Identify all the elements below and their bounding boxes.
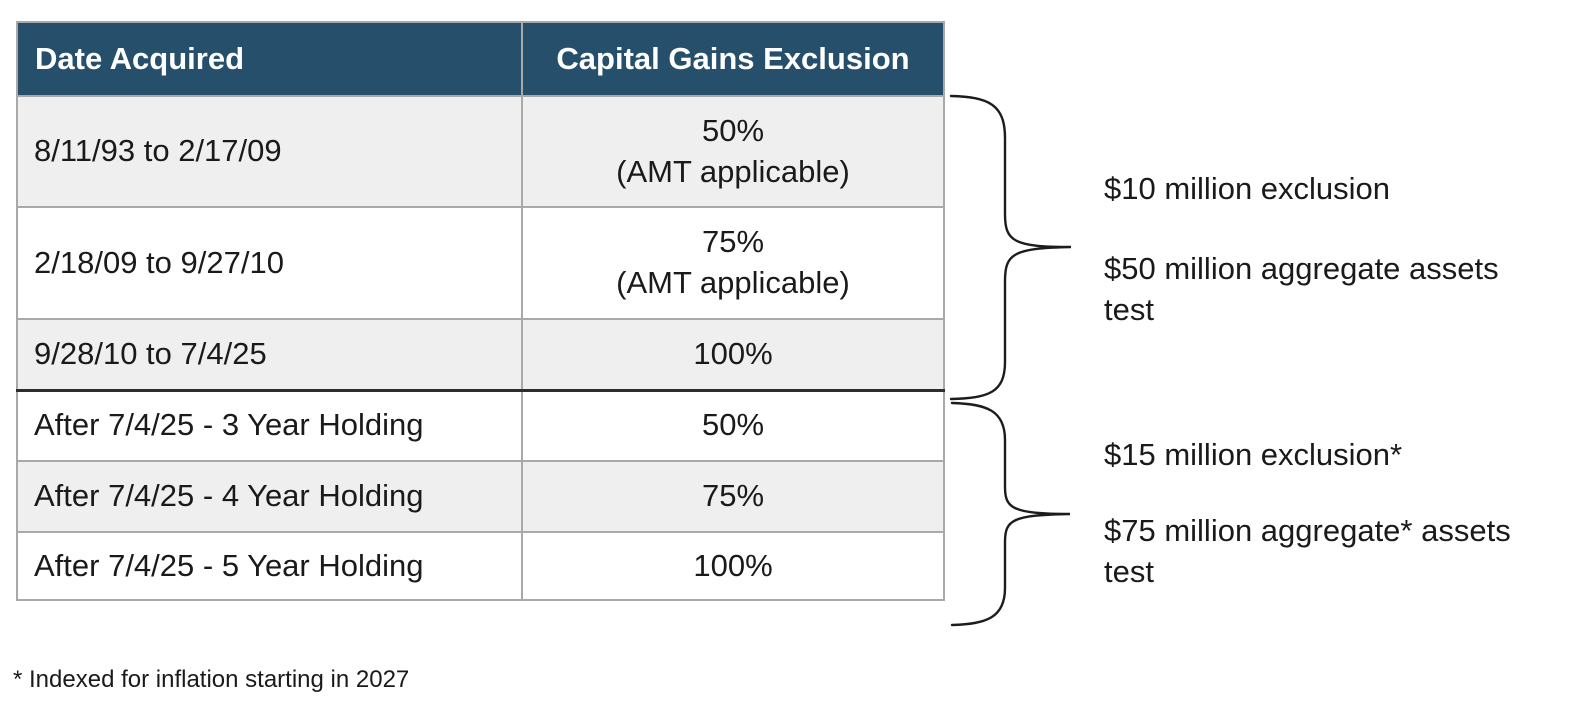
annotation-10-million-exclusion: $10 million exclusion bbox=[1104, 171, 1391, 206]
exclusion-cell: 75% (AMT applicable) bbox=[521, 206, 945, 320]
annotation-50-million-assets-test: $50 million aggregate assets test bbox=[1104, 251, 1499, 327]
exclusion-cell: 100% bbox=[521, 318, 945, 391]
table-row: After 7/4/25 - 4 Year Holding 75% bbox=[16, 460, 945, 533]
table-header-row: Date Acquired Capital Gains Exclusion bbox=[16, 21, 945, 97]
table-row: 8/11/93 to 2/17/09 50% (AMT applicable) bbox=[16, 95, 945, 208]
date-acquired-cell: After 7/4/25 - 3 Year Holding bbox=[16, 388, 523, 462]
capital-gains-exclusion-table: Date Acquired Capital Gains Exclusion 8/… bbox=[16, 21, 945, 601]
date-acquired-cell: 9/28/10 to 7/4/25 bbox=[16, 318, 523, 391]
exclusion-cell: 50% bbox=[521, 388, 945, 462]
table-row: After 7/4/25 - 3 Year Holding 50% bbox=[16, 388, 945, 462]
date-acquired-cell: After 7/4/25 - 4 Year Holding bbox=[16, 460, 523, 533]
exclusion-cell: 50% (AMT applicable) bbox=[521, 95, 945, 208]
header-capital-gains-exclusion: Capital Gains Exclusion bbox=[521, 21, 945, 97]
exclusion-cell: 100% bbox=[521, 531, 945, 601]
table-row: After 7/4/25 - 5 Year Holding 100% bbox=[16, 531, 945, 601]
date-acquired-cell: After 7/4/25 - 5 Year Holding bbox=[16, 531, 523, 601]
exclusion-cell: 75% bbox=[521, 460, 945, 533]
date-acquired-cell: 2/18/09 to 9/27/10 bbox=[16, 206, 523, 320]
table-row: 2/18/09 to 9/27/10 75% (AMT applicable) bbox=[16, 206, 945, 320]
inflation-footnote: * Indexed for inflation starting in 2027 bbox=[13, 666, 410, 693]
date-acquired-cell: 8/11/93 to 2/17/09 bbox=[16, 95, 523, 208]
table-row: 9/28/10 to 7/4/25 100% bbox=[16, 318, 945, 391]
annotation-75-million-assets-test: $75 million aggregate* assets test bbox=[1104, 513, 1511, 589]
upper-brace-icon bbox=[949, 94, 1072, 401]
lower-brace-icon bbox=[950, 401, 1071, 627]
annotation-15-million-exclusion: $15 million exclusion* bbox=[1104, 437, 1403, 472]
header-date-acquired: Date Acquired bbox=[16, 21, 523, 97]
